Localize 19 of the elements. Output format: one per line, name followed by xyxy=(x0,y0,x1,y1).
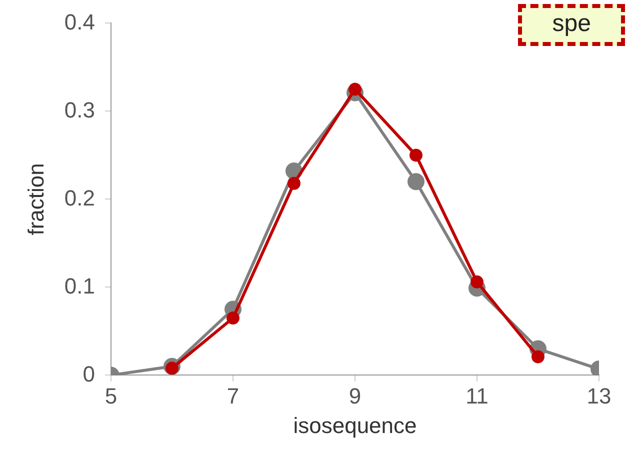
y-tick-label: 0 xyxy=(82,361,95,386)
x-axis-title: isosequence xyxy=(293,412,417,438)
x-tick-label: 9 xyxy=(348,383,362,408)
y-tick-label: 0.1 xyxy=(64,273,95,298)
y-tick-label: 0.2 xyxy=(64,185,95,210)
x-tick-label: 5 xyxy=(104,383,118,408)
point xyxy=(470,275,484,288)
point xyxy=(409,148,422,162)
y-axis-title: fraction xyxy=(23,163,48,236)
x-tick-label: 7 xyxy=(226,383,240,408)
point xyxy=(226,312,240,324)
y-tick-label: 0.4 xyxy=(64,9,95,34)
annotation: spe xyxy=(518,4,625,46)
y-tick-label: 0.3 xyxy=(64,97,95,122)
x-tick-label: 13 xyxy=(586,383,612,408)
point xyxy=(407,173,424,190)
point xyxy=(532,350,544,364)
x-tick-label: 11 xyxy=(466,383,488,408)
point xyxy=(287,176,300,190)
